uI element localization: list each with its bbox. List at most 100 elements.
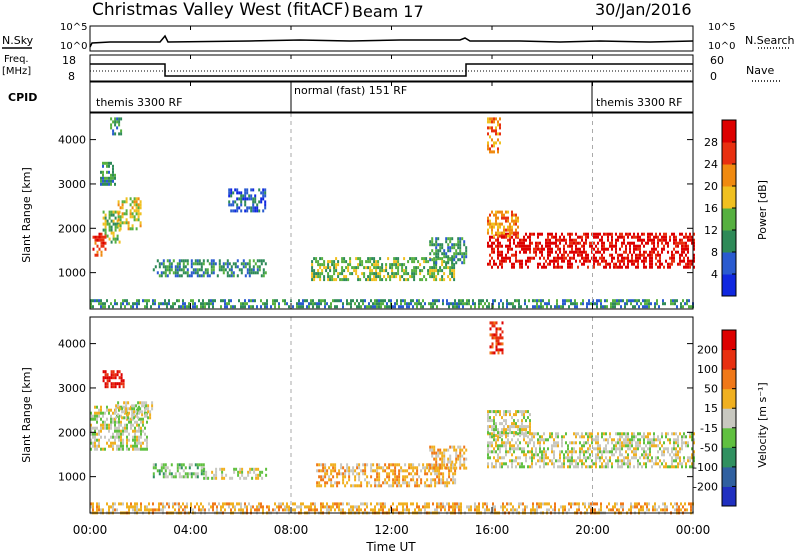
power-cell [601,247,603,251]
power-cell [691,241,693,245]
velocity-cell [567,444,569,448]
velocity-cell [98,411,100,415]
velocity-cell [603,447,605,451]
power-cell [110,176,112,180]
power-cell [244,194,247,198]
power-cell [100,305,102,309]
velocity-cell [555,459,557,463]
velocity-cell [424,508,426,512]
velocity-cell [440,502,442,506]
velocity-cell [232,502,234,506]
velocity-cell [667,465,669,469]
power-cell [198,259,201,263]
velocity-cell [431,454,434,458]
power-cell [603,256,605,260]
velocity-cell [104,382,107,386]
power-cell [98,302,100,306]
velocity-cell [661,435,663,439]
power-cell [687,250,689,254]
velocity-cell [133,416,136,420]
velocity-cell [438,502,440,506]
power-cell [489,253,491,257]
velocity-cell [576,502,578,506]
power-cell [437,237,440,241]
velocity-cell [376,502,378,506]
velocity-cell [221,470,224,474]
power-cell [373,278,376,282]
power-cell [435,246,438,250]
velocity-cell [213,473,216,477]
power-cell [459,243,462,247]
power-cell [667,250,669,254]
power-cell [429,272,432,276]
velocity-cell [651,444,653,448]
power-cell [625,244,627,248]
cpid-segment-3: themis 3300 RF [596,96,683,109]
power-cell [361,260,364,264]
velocity-cell [643,447,645,451]
velocity-cell [258,508,260,512]
power-cell [523,235,525,239]
velocity-cell [412,469,415,473]
power-cell [178,265,181,269]
power-cell [108,228,111,232]
power-cell [242,265,245,269]
power-cell [488,305,490,309]
velocity-cell [503,456,505,460]
power-cell [571,265,573,269]
velocity-cell [547,438,549,442]
velocity-cell [374,478,377,482]
power-cell [617,259,619,263]
velocity-cell [585,450,587,454]
velocity-cell [513,431,515,435]
power-cell [196,271,199,275]
power-cell [379,278,382,282]
velocity-cell [662,502,664,506]
power-cell [325,269,328,273]
power-cell [690,305,692,309]
velocity-cell [615,444,617,448]
velocity-cell [382,481,385,485]
velocity-cell [100,423,102,427]
velocity-colorbar-tick-label-2: 50 [704,383,718,396]
power-cell [442,299,444,303]
velocity-cell [408,463,411,467]
velocity-cell [261,470,264,474]
power-cell [136,299,138,303]
power-cell [662,302,664,306]
velocity-cell [567,447,569,451]
velocity-cell [503,425,505,429]
power-cell [654,302,656,306]
velocity-cell [491,410,493,414]
power-cell [625,232,627,236]
power-cell [437,249,440,253]
velocity-cell [635,447,637,451]
power-cell [521,247,523,251]
power-cell [501,213,503,217]
velocity-cell [565,432,567,436]
velocity-cell [507,438,509,442]
x-tick-label-1: 04:00 [173,523,208,537]
power-cell [188,274,191,278]
power-cell [102,170,104,174]
power-cell [252,268,255,272]
power-cell [547,253,549,257]
velocity-cell [643,456,645,460]
velocity-cell [378,463,381,467]
power-cell [182,259,185,263]
power-cell [120,132,123,136]
power-cell [569,265,571,269]
velocity-cell [529,431,531,435]
power-cell [108,225,111,229]
velocity-cell [404,475,407,479]
power-cell [445,252,448,256]
power-cell [302,302,304,306]
power-ytick-label-3: 4000 [58,134,86,147]
velocity-cell [463,457,466,461]
velocity-cell [673,444,675,448]
velocity-cell [493,465,495,469]
power-colorbar-swatch-0 [722,274,736,297]
velocity-cell [168,472,171,476]
velocity-cell [539,456,541,460]
